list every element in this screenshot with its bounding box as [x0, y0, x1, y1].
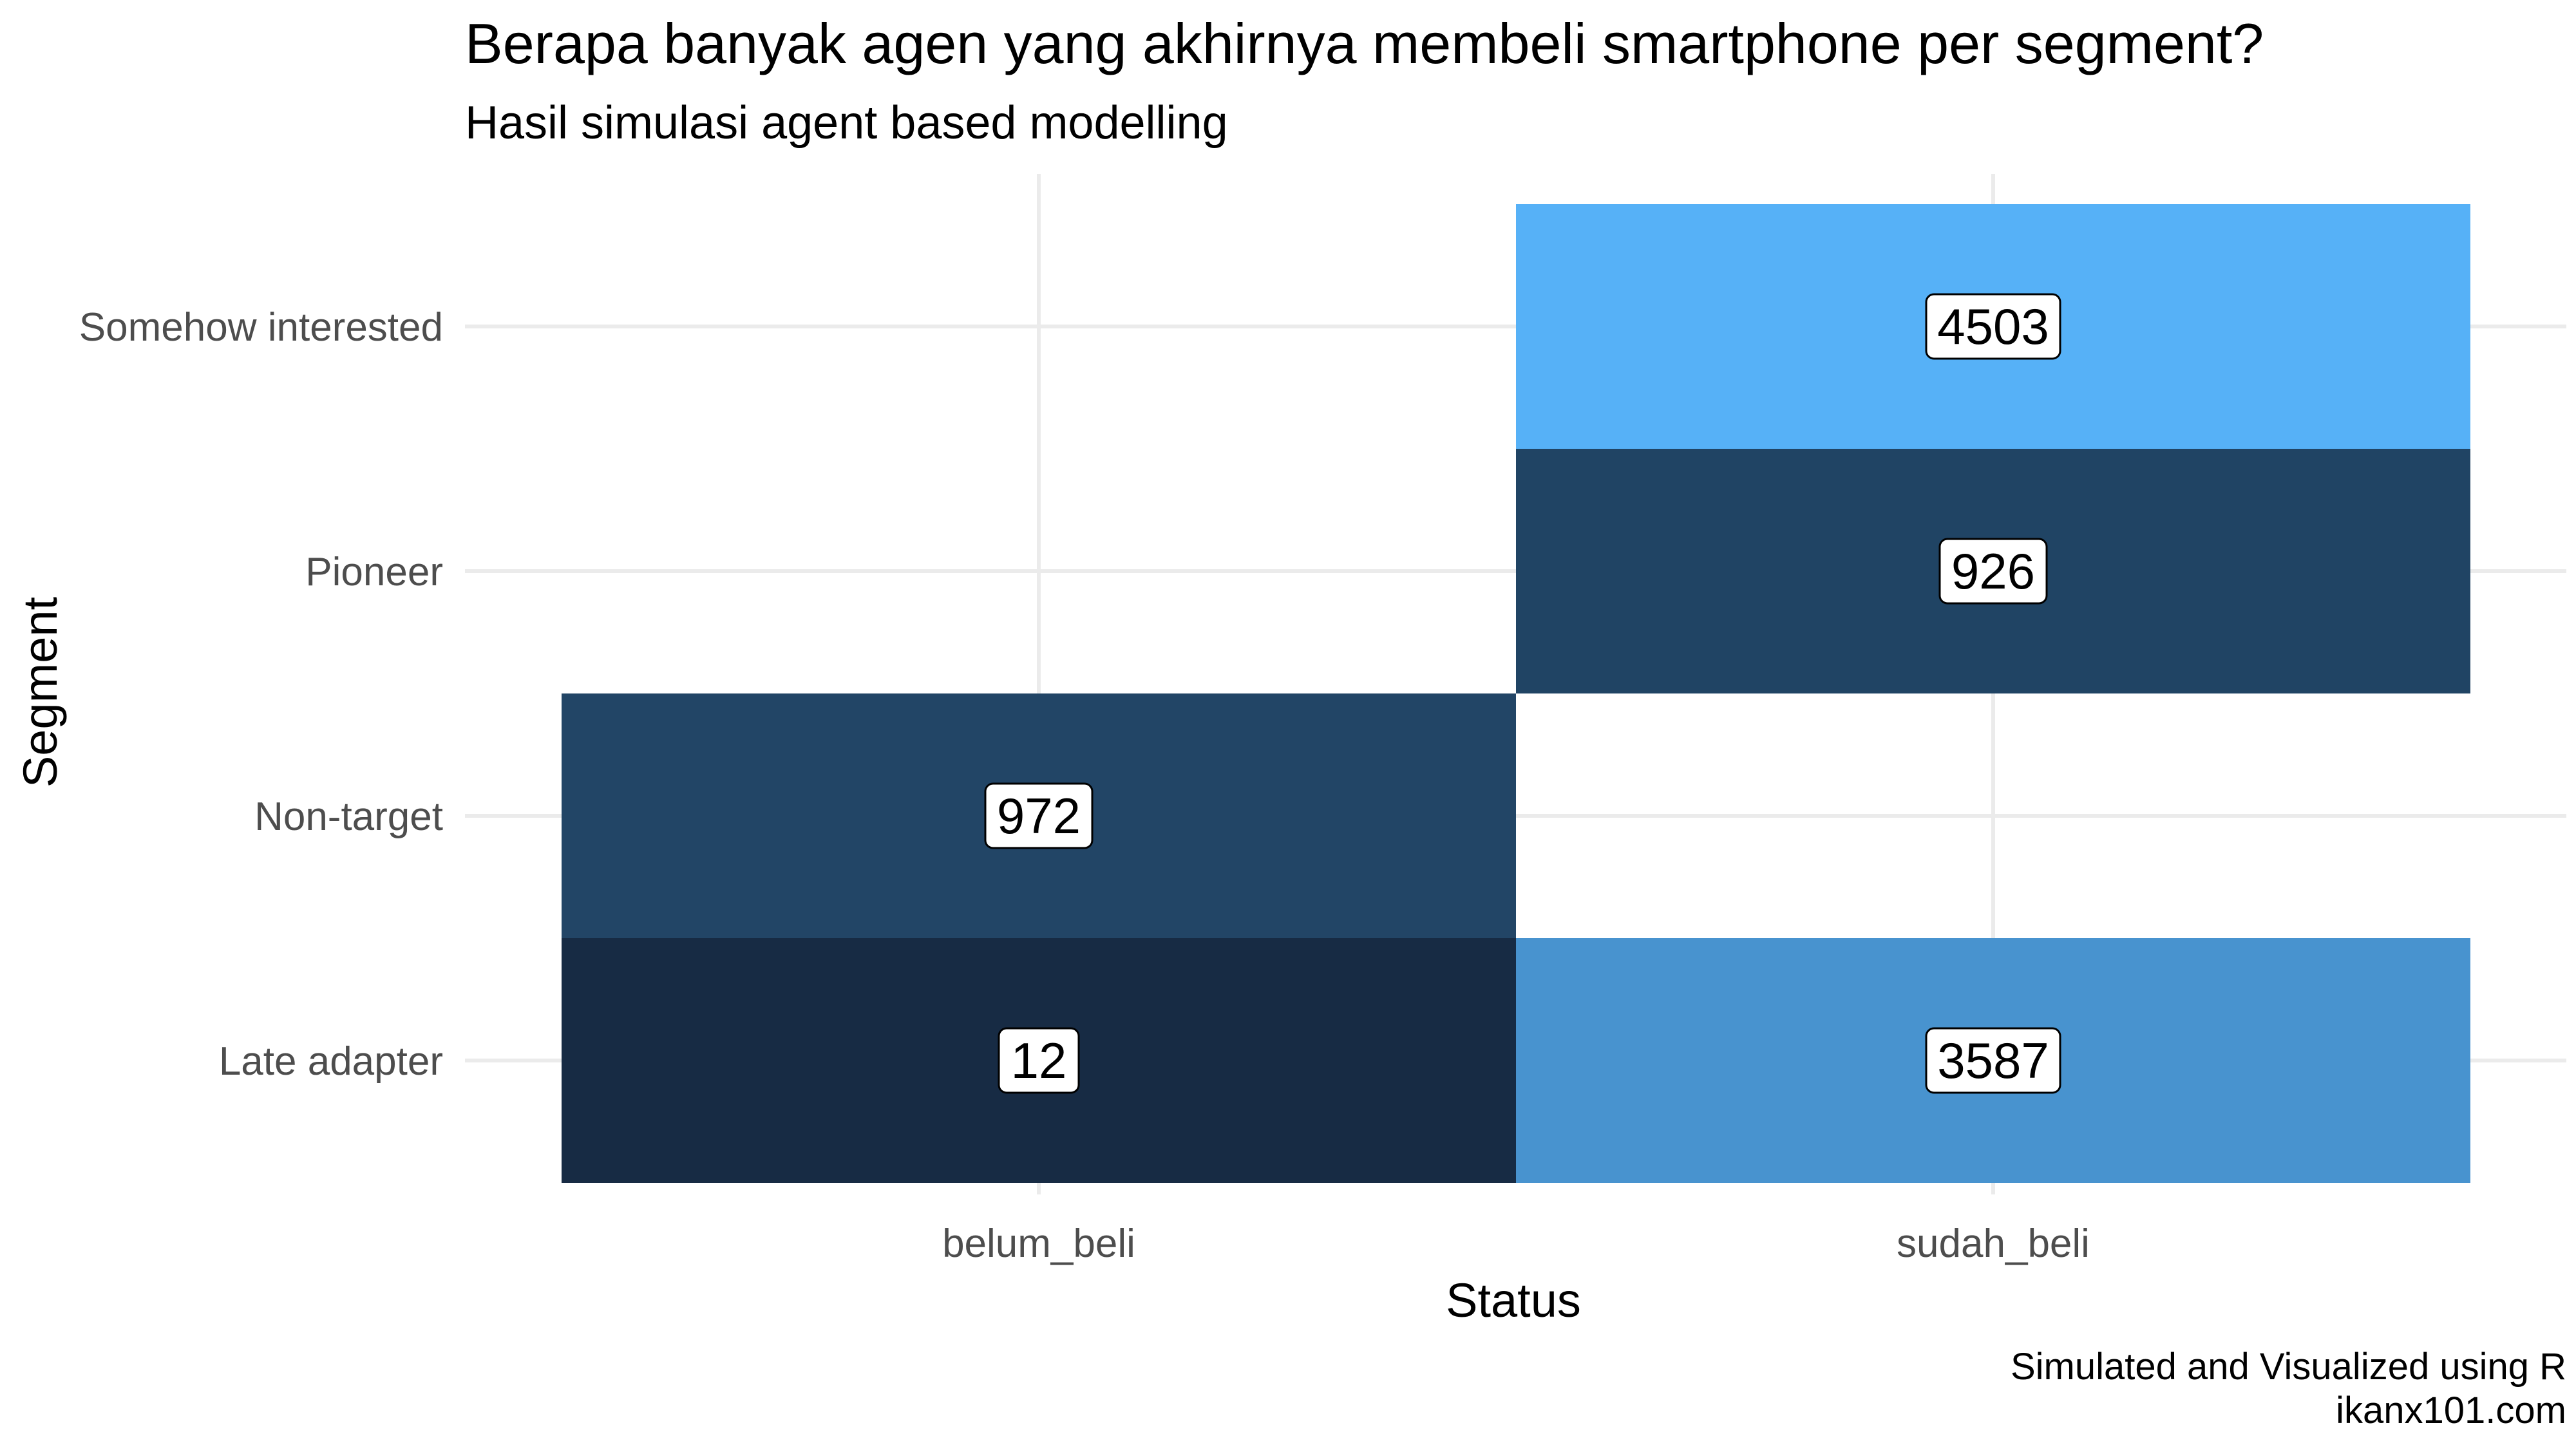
chart-subtitle: Hasil simulasi agent based modelling: [465, 97, 1228, 149]
x-tick-label: belum_beli: [942, 1221, 1135, 1266]
x-axis-tick-labels: belum_beli sudah_beli: [942, 1221, 2090, 1266]
chart-title: Berapa banyak agen yang akhirnya membeli…: [465, 12, 2264, 75]
y-axis-title: Segment: [14, 596, 67, 787]
cell-value-label: 3587: [1937, 1032, 2049, 1089]
cell-labels: 12 972 3587 926 4503: [984, 293, 2061, 1094]
cell-value-label: 4503: [1937, 298, 2049, 355]
y-axis-tick-labels: Late adapter Non-target Pioneer Somehow int…: [79, 305, 443, 1084]
cell-label-box: [1925, 293, 2061, 360]
y-tick-label: Somehow interested: [79, 305, 443, 350]
cell-value-label: 972: [997, 787, 1081, 844]
cell-label-box: [998, 1027, 1080, 1094]
x-tick-label: sudah_beli: [1897, 1221, 2090, 1266]
x-axis-title: Status: [1446, 1274, 1581, 1327]
y-tick-label: Pioneer: [305, 550, 443, 594]
caption-line-2: ikanx101.com: [2336, 1390, 2566, 1431]
caption-line-1: Simulated and Visualized using R: [2011, 1346, 2566, 1388]
cell-label-box: [984, 782, 1094, 849]
y-tick-label: Non-target: [254, 795, 443, 839]
cell-label-box: [1938, 538, 2048, 605]
cell-value-label: 926: [1951, 543, 2035, 599]
y-tick-label: Late adapter: [219, 1039, 443, 1084]
cell-value-label: 12: [1011, 1032, 1067, 1089]
cell-label-box: [1925, 1027, 2061, 1094]
